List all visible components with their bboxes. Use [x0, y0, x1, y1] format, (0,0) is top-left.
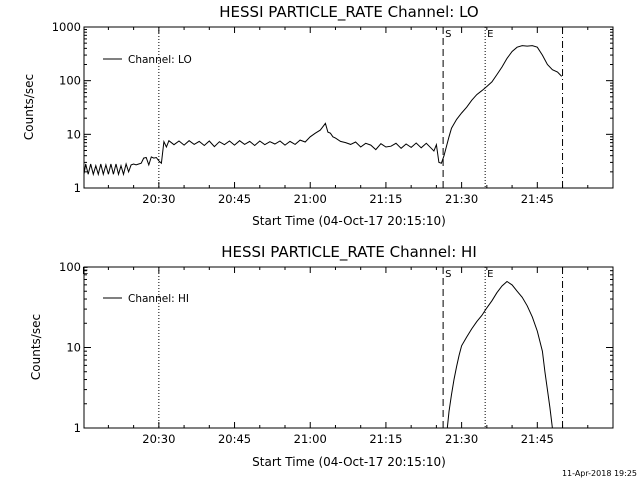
- plot-frame: [83, 26, 614, 189]
- legend-label: Channel: LO: [128, 54, 192, 66]
- chart-title: HESSI PARTICLE_RATE Channel: HI: [221, 243, 477, 262]
- y-tick-label: 10: [66, 341, 81, 355]
- axes-lo: 20:30 20:45 21:00 21:15 21:30 21:45 1 10 100 1000…: [52, 20, 614, 206]
- y-tick-label: 1: [74, 181, 81, 195]
- y-axis-label: Counts/sec: [29, 314, 43, 380]
- x-tick-label: 21:30: [445, 192, 478, 206]
- y-tick-label: 100: [59, 74, 81, 88]
- y-tick-label: 10: [66, 127, 81, 141]
- event-marker-label: S: [445, 29, 451, 40]
- y-tick-label: 100: [59, 260, 81, 274]
- corner-marker-label: E: [82, 266, 88, 277]
- x-tick-label: 21:00: [294, 192, 327, 206]
- x-axis-label: Start Time (04-Oct-17 20:15:10): [252, 455, 446, 469]
- x-tick-label: 21:00: [294, 432, 327, 446]
- panel-lo-channel: HESSI PARTICLE_RATE Channel: LO Start Ti…: [22, 3, 614, 228]
- x-axis-label: Start Time (04-Oct-17 20:15:10): [252, 214, 446, 228]
- event-marker-label: S: [445, 269, 451, 280]
- x-tick-label: 20:45: [218, 192, 251, 206]
- x-tick-label: 20:30: [142, 192, 175, 206]
- x-tick-label: 21:45: [521, 192, 554, 206]
- footer-timestamp: 11-Apr-2018 19:25: [562, 469, 637, 478]
- series-line: [446, 280, 553, 428]
- x-tick-label: 21:15: [369, 432, 402, 446]
- x-tick-label: 21:45: [521, 432, 554, 446]
- series-line: [84, 45, 563, 177]
- y-axis-label: Counts/sec: [22, 74, 36, 140]
- x-tick-label: 21:30: [445, 432, 478, 446]
- panel-hi-channel: HESSI PARTICLE_RATE Channel: HI Start Ti…: [29, 243, 614, 469]
- axes-hi: 20:30 20:45 21:00 21:15 21:30 21:45 1 10 100 S E: [59, 260, 614, 446]
- y-tick-label: 1: [74, 421, 81, 435]
- x-tick-label: 21:15: [369, 192, 402, 206]
- y-tick-label: 1000: [52, 20, 81, 34]
- x-tick-label: 20:30: [142, 432, 175, 446]
- legend-label: Channel: HI: [128, 293, 189, 305]
- chart-title: HESSI PARTICLE_RATE Channel: LO: [219, 3, 478, 22]
- event-marker-label: E: [487, 269, 493, 280]
- x-tick-label: 20:45: [218, 432, 251, 446]
- event-marker-label: E: [487, 29, 493, 40]
